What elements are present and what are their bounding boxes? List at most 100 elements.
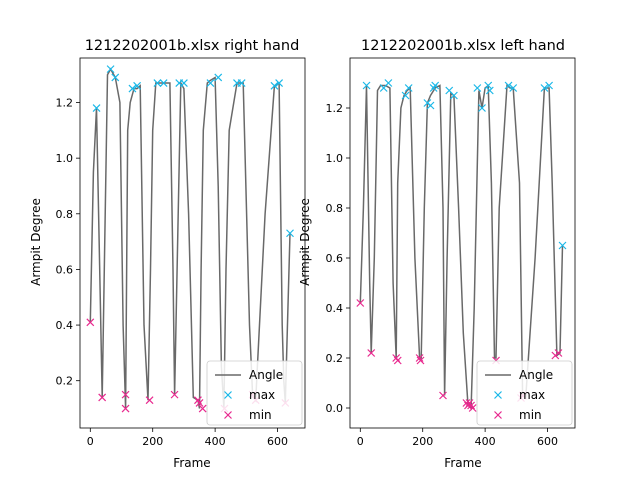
y-tick-label: 0.4 <box>326 302 344 315</box>
legend: Angle max min <box>206 360 303 426</box>
legend-item: Angle <box>485 368 553 382</box>
y-tick-label: 0.8 <box>56 208 74 221</box>
legend-box <box>476 360 573 426</box>
axes-frame <box>79 57 306 429</box>
max-point <box>545 81 554 90</box>
x-tick-label: 600 <box>267 435 288 448</box>
y-tick-label: 0.6 <box>56 263 74 276</box>
min-point <box>121 404 130 413</box>
min-point <box>145 396 154 405</box>
legend-marker-swatch <box>494 391 502 399</box>
plot-area <box>356 79 567 412</box>
legend-label: min <box>519 408 542 422</box>
chart-title: 1212202001b.xlsx left hand <box>361 38 565 54</box>
legend-label: max <box>249 388 275 402</box>
y-axis-label: Armpit Degree <box>298 198 312 286</box>
max-point <box>159 79 168 87</box>
max-point <box>92 104 101 112</box>
max-point <box>401 91 410 100</box>
legend-item: Angle <box>215 368 283 382</box>
min-point <box>170 390 179 399</box>
x-tick-label: 0 <box>87 435 94 448</box>
legend-label: min <box>249 408 272 422</box>
legend-item: max <box>224 388 275 402</box>
max-point <box>384 79 393 87</box>
legend-marker-swatch <box>224 411 232 419</box>
max-point <box>270 81 279 90</box>
plot-area <box>86 65 294 413</box>
min-point <box>198 404 207 413</box>
max-point <box>111 73 120 82</box>
max-point <box>275 79 284 87</box>
y-tick-label: 0.6 <box>326 252 344 265</box>
legend-item: max <box>494 388 545 402</box>
max-point <box>153 79 162 87</box>
min-point <box>415 354 424 362</box>
y-tick-label: 1.0 <box>326 152 344 165</box>
max-point <box>431 81 440 90</box>
x-axis-label: Frame <box>173 456 210 470</box>
x-axis-label: Frame <box>444 456 481 470</box>
min-point <box>98 393 107 402</box>
x-tick-label: 0 <box>357 435 364 448</box>
min-point <box>468 404 477 412</box>
min-point <box>393 356 402 365</box>
max-point <box>206 79 215 87</box>
max-point <box>504 81 513 90</box>
y-tick-label: 0.2 <box>56 375 74 388</box>
min-point <box>86 318 95 327</box>
x-tick-label: 200 <box>142 435 163 448</box>
x-tick-label: 400 <box>475 435 496 448</box>
max-point <box>179 79 188 87</box>
legend-item: min <box>224 408 272 422</box>
max-point <box>558 241 567 250</box>
max-point <box>106 65 115 74</box>
max-point <box>509 84 518 92</box>
y-tick-label: 1.2 <box>326 102 344 115</box>
legend-label: max <box>519 388 545 402</box>
legend-label: Angle <box>249 368 283 382</box>
y-tick-label: 1.0 <box>56 152 74 165</box>
max-point <box>485 86 494 95</box>
legend-item: min <box>494 408 542 422</box>
min-point <box>439 391 447 400</box>
max-point <box>404 84 413 92</box>
max-point <box>484 81 493 90</box>
min-point <box>554 349 563 357</box>
legend-box <box>206 360 303 426</box>
angle-series-line <box>89 67 291 409</box>
y-tick-label: 1.2 <box>56 97 74 110</box>
max-point <box>237 79 246 87</box>
x-tick-label: 600 <box>537 435 558 448</box>
y-axis-label: Armpit Degree <box>29 198 43 286</box>
min-point <box>121 390 130 399</box>
chart-right-hand: 1212202001b.xlsx right hand Frame Armpit… <box>29 38 306 470</box>
min-point <box>195 399 204 407</box>
y-tick-label: 0.2 <box>326 352 344 365</box>
legend-marker-swatch <box>224 391 232 399</box>
x-tick-label: 200 <box>412 435 433 448</box>
max-point <box>362 81 371 90</box>
max-point <box>426 101 435 110</box>
axes-frame <box>349 57 576 429</box>
min-point <box>367 349 376 357</box>
min-point <box>416 356 425 365</box>
max-point <box>473 84 482 92</box>
max-point <box>128 84 137 93</box>
y-tick-label: 0.4 <box>56 319 74 332</box>
max-point <box>133 81 142 90</box>
y-tick-label: 0.8 <box>326 202 344 215</box>
chart-title: 1212202001b.xlsx right hand <box>85 38 300 54</box>
max-point <box>540 84 549 92</box>
legend: Angle max min <box>476 360 573 426</box>
legend-label: Angle <box>519 368 553 382</box>
max-point <box>449 91 458 100</box>
min-point <box>356 299 365 307</box>
max-point <box>214 73 223 82</box>
max-point <box>478 104 486 112</box>
x-tick-label: 400 <box>205 435 226 448</box>
max-point <box>286 229 294 238</box>
chart-left-hand: 1212202001b.xlsx left hand Frame Armpit … <box>298 38 576 470</box>
y-tick-label: 0.0 <box>326 402 344 415</box>
